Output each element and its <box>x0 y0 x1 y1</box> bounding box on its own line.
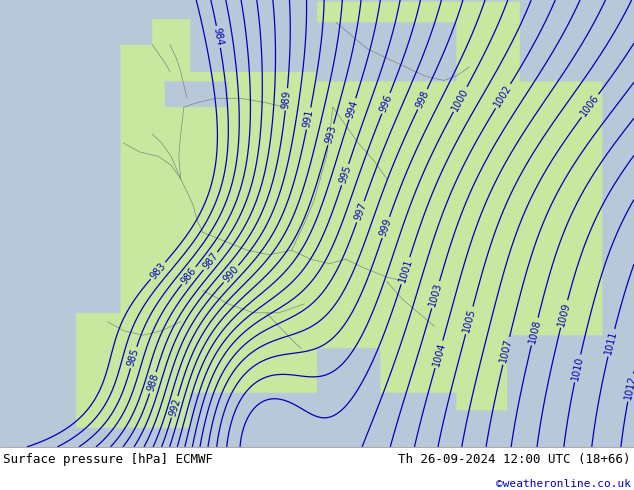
Text: 983: 983 <box>148 261 167 281</box>
Text: 997: 997 <box>353 201 368 222</box>
Text: 1001: 1001 <box>397 258 414 284</box>
Text: 993: 993 <box>323 124 338 145</box>
Text: 1012: 1012 <box>623 374 634 401</box>
Text: 991: 991 <box>302 109 315 128</box>
Text: Th 26-09-2024 12:00 UTC (18+66): Th 26-09-2024 12:00 UTC (18+66) <box>398 453 631 466</box>
Text: 1008: 1008 <box>527 318 543 344</box>
Text: 998: 998 <box>414 89 431 110</box>
Text: ©weatheronline.co.uk: ©weatheronline.co.uk <box>496 479 631 489</box>
Text: 987: 987 <box>201 251 220 271</box>
Text: Surface pressure [hPa] ECMWF: Surface pressure [hPa] ECMWF <box>3 453 213 466</box>
Text: 1009: 1009 <box>556 301 572 327</box>
Text: 990: 990 <box>221 264 241 284</box>
Text: 996: 996 <box>378 93 394 114</box>
Text: 1006: 1006 <box>579 93 601 119</box>
Text: 1005: 1005 <box>462 307 477 334</box>
Text: 1010: 1010 <box>570 355 585 381</box>
Text: 994: 994 <box>345 98 360 119</box>
Text: 985: 985 <box>126 347 141 368</box>
Text: 995: 995 <box>337 164 353 185</box>
Text: 986: 986 <box>179 265 198 286</box>
Text: 984: 984 <box>212 27 225 47</box>
Text: 1004: 1004 <box>430 341 447 368</box>
Text: 999: 999 <box>378 217 394 238</box>
Text: 989: 989 <box>281 90 292 109</box>
Text: 1007: 1007 <box>498 338 514 364</box>
Text: 1011: 1011 <box>604 330 619 356</box>
Text: 992: 992 <box>167 396 182 417</box>
Text: 988: 988 <box>145 372 160 393</box>
Text: 1003: 1003 <box>427 282 444 308</box>
Text: 1000: 1000 <box>450 86 470 113</box>
Text: 1002: 1002 <box>493 83 514 109</box>
